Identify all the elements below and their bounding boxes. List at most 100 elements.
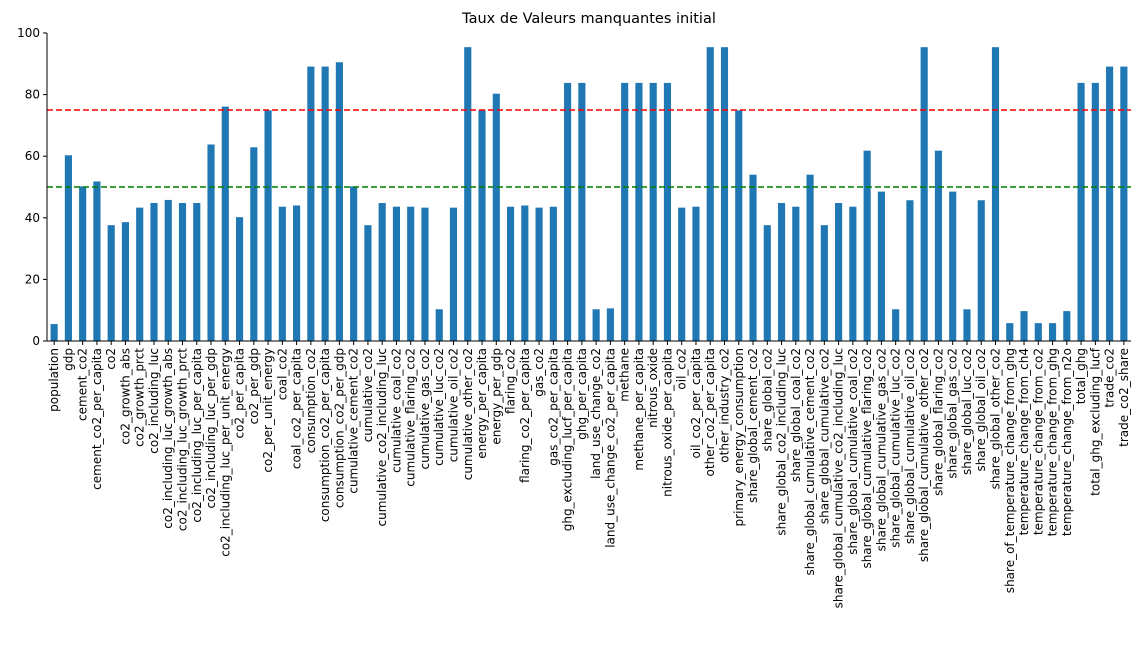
bar-population (50, 324, 58, 341)
x-tick-label: share_global_cumulative_gas_co2 (874, 348, 888, 551)
bar-share_of_temperature_change_from_ghg (1006, 323, 1014, 341)
bar-share_global_co2 (763, 225, 771, 341)
x-axis: population gdp cement_co2 cement_co2_per_ca… (47, 340, 1131, 608)
bar-oil_co2_per_capita (692, 206, 700, 341)
x-tick-label: share_global_cumulative_luc_co2 (889, 348, 903, 548)
x-tick-label: cumulative_oil_co2 (447, 348, 461, 462)
bar-land_use_change_co2 (592, 309, 600, 341)
bar-share_global_gas_co2 (949, 191, 957, 341)
bar-flaring_co2 (506, 206, 515, 341)
x-tick-label: cumulative_coal_co2 (389, 348, 403, 473)
bar-cumulative_co2_including_luc (378, 203, 386, 341)
bar-cumulative_cement_co2 (350, 186, 358, 341)
bar-primary_energy_consumption (735, 110, 743, 341)
x-tick-label: share_global_cumulative_co2_including_lu… (832, 348, 846, 608)
bar-nitrous_oxide (649, 82, 657, 342)
bar-share_global_flaring_co2 (934, 150, 943, 341)
x-tick-label: share_global_cumulative_flaring_co2 (860, 348, 874, 569)
x-tick-label: share_global_other_co2 (989, 348, 1003, 489)
bar-cumulative_oil_co2 (449, 207, 458, 341)
x-tick-label: methane (618, 348, 632, 402)
bar-temperature_change_from_n2o (1063, 311, 1071, 341)
bar-share_global_cumulative_cement_co2 (806, 174, 814, 341)
y-tick-label: 20 (25, 272, 40, 286)
x-tick-label: other_co2_per_capita (703, 348, 717, 476)
y-tick-label: 40 (25, 211, 40, 225)
x-tick-label: cumulative_luc_co2 (432, 348, 446, 466)
x-tick-label: co2_including_luc (147, 348, 161, 454)
bar-share_global_other_co2 (991, 47, 1000, 342)
bar-trade_co2_share (1120, 66, 1128, 341)
bar-other_co2_per_capita (706, 47, 714, 342)
bar-trade_co2 (1106, 66, 1114, 341)
bar-cumulative_other_co2 (464, 47, 472, 342)
bar-consumption_co2_per_gdp (335, 62, 343, 341)
bar-coal_co2 (278, 206, 286, 341)
bar-cement_co2 (79, 186, 87, 341)
x-tick-label: co2_per_unit_energy (261, 348, 275, 473)
bar-co2_including_luc_per_capita (193, 203, 201, 341)
x-tick-label: share_global_cumulative_coal_co2 (846, 348, 860, 555)
x-tick-label: energy_per_capita (475, 348, 489, 459)
x-tick-label: population (47, 348, 61, 412)
bar-share_global_cumulative_gas_co2 (877, 191, 885, 341)
y-axis: 0 20 40 60 80 100 (17, 26, 48, 348)
bar-co2_including_luc (150, 203, 158, 341)
x-tick-label: gas_co2_per_capita (546, 348, 560, 466)
bar-cumulative_co2 (364, 225, 372, 341)
x-tick-label: gdp (61, 348, 75, 371)
bar-cumulative_luc_co2 (435, 309, 443, 341)
x-tick-label: share_global_cement_co2 (746, 348, 760, 503)
x-tick-label: ghg_per_capita (575, 348, 589, 440)
bar-share_global_coal_co2 (792, 206, 800, 341)
x-tick-label: oil_co2_per_capita (689, 348, 703, 458)
x-tick-label: land_use_change_co2 (589, 348, 603, 479)
bar-share_global_co2_including_luc (777, 203, 786, 341)
bar-share_global_cumulative_co2 (820, 225, 828, 341)
x-tick-label: co2_growth_prct (133, 348, 147, 447)
bars-group (50, 47, 1128, 342)
x-tick-label: methane_per_capita (632, 348, 646, 471)
y-tick-label: 100 (17, 26, 40, 40)
bar-share_global_cumulative_other_co2 (920, 47, 928, 342)
x-tick-label: coal_co2 (275, 348, 289, 400)
x-tick-label: other_industry_co2 (718, 348, 732, 463)
x-tick-label: temperature_change_from_ghg (1046, 348, 1060, 536)
x-tick-label: consumption_co2 (304, 348, 318, 453)
x-tick-label: co2_growth_abs (118, 348, 132, 445)
x-tick-label: trade_co2 (1103, 348, 1117, 408)
x-tick-label: temperature_change_from_co2 (1031, 348, 1045, 535)
bar-co2_including_luc_per_unit_energy (221, 106, 229, 341)
x-tick-label: energy_per_gdp (489, 348, 503, 445)
x-tick-label: share_global_cumulative_other_co2 (917, 348, 931, 562)
bar-total_ghg (1077, 82, 1085, 342)
y-tick-label: 60 (25, 149, 40, 163)
x-tick-label: share_global_cumulative_cement_co2 (803, 348, 817, 576)
x-tick-label: coal_co2_per_capita (290, 348, 304, 469)
x-tick-label: cumulative_cement_co2 (347, 348, 361, 494)
x-tick-label: co2_including_luc_per_gdp (204, 348, 218, 509)
bar-co2_growth_prct (136, 207, 144, 341)
bar-oil_co2 (678, 207, 686, 341)
x-tick-label: co2_per_capita (233, 348, 247, 438)
x-tick-label: land_use_change_co2_per_capita (603, 348, 617, 548)
x-tick-label: share_global_flaring_co2 (931, 348, 945, 496)
x-tick-label: share_global_luc_co2 (960, 348, 974, 475)
bar-gas_co2 (535, 207, 543, 341)
x-tick-label: consumption_co2_per_gdp (332, 348, 346, 508)
bar-co2_including_luc_growth_abs (164, 199, 172, 341)
bar-gas_co2_per_capita (549, 206, 557, 341)
x-tick-label: consumption_co2_per_capita (318, 348, 332, 522)
bar-ghg_per_capita (578, 82, 586, 342)
x-tick-label: share_global_cumulative_co2 (817, 348, 831, 524)
y-tick-label: 80 (25, 88, 40, 102)
bar-cumulative_coal_co2 (392, 206, 401, 341)
bar-consumption_co2_per_capita (321, 66, 329, 341)
x-tick-label: cumulative_co2 (361, 348, 375, 442)
chart-title: Taux de Valeurs manquantes initial (461, 11, 716, 27)
x-tick-label: share_global_gas_co2 (946, 348, 960, 479)
x-tick-label: cement_co2_per_capita (90, 348, 104, 490)
x-tick-label: nitrous_oxide_per_capita (660, 348, 674, 497)
x-tick-label: co2_per_gdp (247, 348, 261, 424)
